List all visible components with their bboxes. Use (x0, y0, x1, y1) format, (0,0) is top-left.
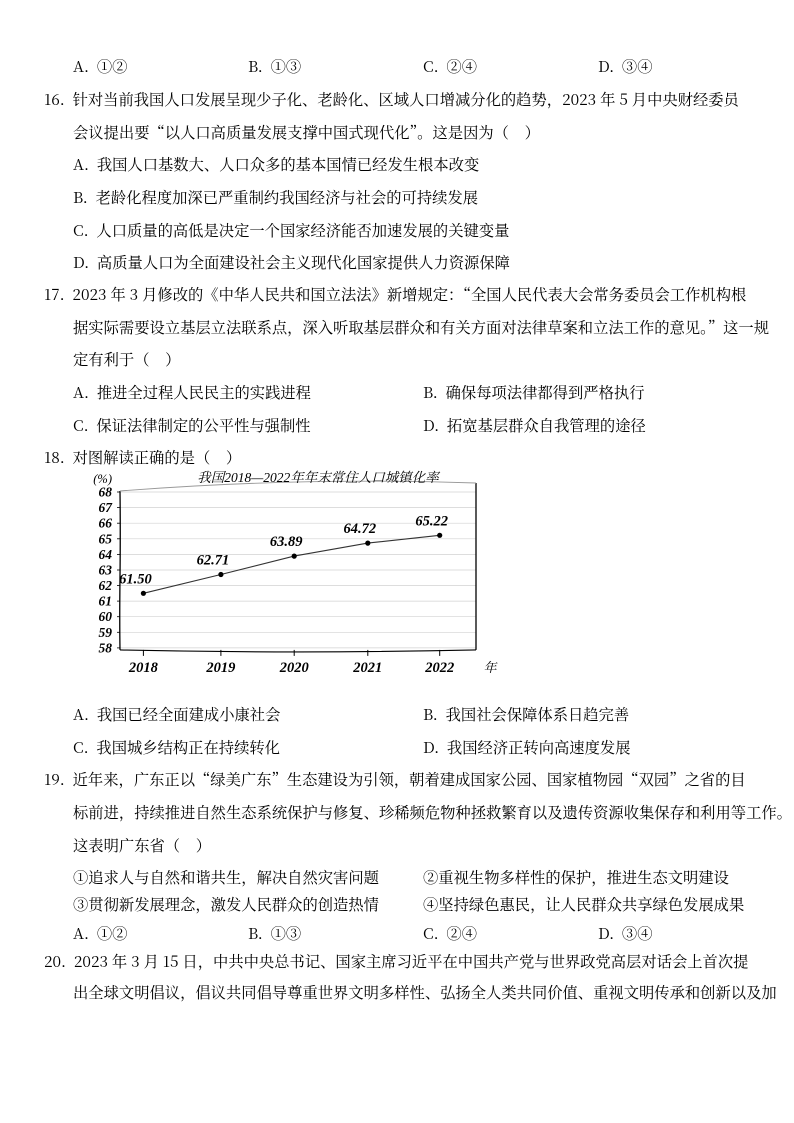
svg-text:62.71: 62.71 (197, 553, 230, 569)
svg-text:年: 年 (483, 657, 498, 676)
svg-text:65: 65 (99, 531, 113, 546)
svg-text:64: 64 (99, 547, 113, 562)
svg-text:62: 62 (99, 578, 113, 593)
svg-text:63.89: 63.89 (270, 534, 303, 550)
svg-text:2019: 2019 (205, 660, 235, 676)
svg-text:61.50: 61.50 (119, 571, 152, 587)
svg-text:2021: 2021 (352, 660, 382, 676)
svg-text:61: 61 (99, 594, 113, 609)
svg-text:59: 59 (99, 625, 113, 640)
svg-text:58: 58 (99, 640, 113, 655)
svg-text:65.22: 65.22 (415, 513, 448, 529)
svg-text:2022: 2022 (424, 660, 454, 676)
svg-text:60: 60 (99, 609, 113, 624)
svg-text:63: 63 (99, 563, 113, 578)
svg-text:66: 66 (99, 516, 113, 531)
svg-text:我国2018—2022年年末常住人口城镇化率: 我国2018—2022年年末常住人口城镇化率 (197, 470, 440, 485)
svg-text:2018: 2018 (128, 660, 159, 676)
svg-text:67: 67 (99, 500, 114, 515)
svg-text:68: 68 (99, 485, 113, 500)
svg-text:64.72: 64.72 (343, 521, 376, 537)
svg-text:2020: 2020 (279, 660, 309, 676)
svg-text:(%): (%) (93, 472, 112, 486)
